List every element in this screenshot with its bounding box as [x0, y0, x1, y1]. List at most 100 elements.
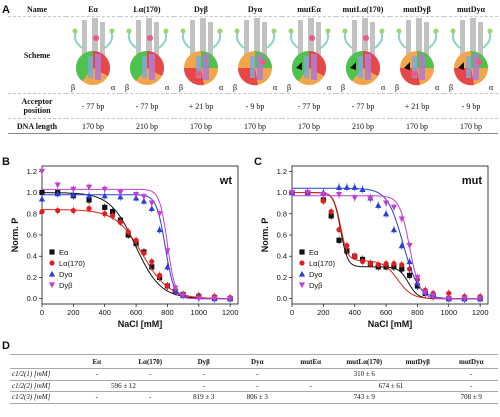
data-point — [39, 209, 45, 215]
histone-tail-left — [190, 20, 195, 58]
mutation-marker — [350, 62, 356, 70]
legend-label: Dyβ — [309, 281, 323, 290]
beta-label: β — [179, 83, 183, 92]
legend-label: Dyβ — [59, 281, 73, 290]
acceptor-cell: + 21 bp — [174, 93, 228, 119]
data-point — [422, 289, 429, 296]
data-point — [406, 258, 413, 265]
data-point — [39, 189, 45, 196]
donor-dye-right — [217, 28, 223, 34]
data-point — [86, 205, 92, 212]
data-point — [406, 243, 413, 249]
y-axis-label: Norm. P — [260, 218, 270, 253]
x-tick-label: 1000 — [190, 308, 207, 317]
data-point — [148, 200, 155, 207]
donor-dye-left — [342, 28, 348, 34]
h4-subunit — [358, 56, 363, 78]
construct-name: mutDyβ — [390, 2, 444, 17]
data-point — [375, 202, 382, 208]
dna-arm-right — [374, 31, 384, 49]
panel-label-a: A — [2, 4, 10, 16]
table-cell: - — [70, 391, 124, 404]
legend-marker — [298, 282, 306, 289]
half-salt-table: Eα Lα(170) Dyβ Dyα mutEα mutLα(170) mutD… — [10, 354, 498, 404]
data-point — [398, 216, 405, 223]
table-cell: - — [444, 368, 498, 381]
dna-length-cell: 170 bp — [228, 118, 282, 134]
data-point — [352, 253, 358, 259]
acceptor-cell: - 77 bp — [336, 93, 390, 119]
dna-arm-left — [235, 31, 245, 49]
y-tick-label: 0.2 — [27, 273, 37, 282]
histone-tail-right — [154, 22, 159, 56]
data-point — [430, 292, 437, 299]
histone-tail-right — [424, 22, 429, 56]
y-tick-label: 0.0 — [27, 294, 37, 303]
data-point — [477, 296, 484, 302]
table-header-row: Eα Lα(170) Dyβ Dyα mutEα mutLα(170) mutD… — [10, 354, 498, 369]
legend-marker — [49, 260, 55, 266]
alpha-label: α — [273, 83, 278, 92]
h4-subunit — [412, 56, 417, 78]
donor-dye-right — [325, 28, 331, 34]
y-tick-label: 1.2 — [277, 167, 287, 176]
y-tick-label: 1.2 — [27, 167, 37, 176]
data-point — [38, 168, 46, 175]
dna-length-cell: 170 bp — [444, 118, 498, 134]
table-cell: 310 ± 6 — [284, 368, 445, 381]
chart-wt: 0 200 400 600 800 1000 1200 0.0 0.2 0.4 0.6 0.8 1.0 1… — [10, 165, 239, 329]
alpha-label: α — [489, 83, 494, 92]
table-cell: 743 ± 9 — [284, 391, 445, 404]
acceptor-row: Acceptor position - 77 bp - 77 bp + 21 b… — [8, 93, 498, 119]
histone-tail-left — [136, 20, 141, 58]
data-point — [336, 227, 342, 233]
alpha-label: α — [219, 83, 224, 92]
acceptor-cell: - 9 bp — [228, 93, 282, 119]
y-tick-label: 1.0 — [27, 188, 37, 197]
table-row: c1/2(1) [mM] - - - - 310 ± 6 - — [10, 368, 498, 381]
data-point — [101, 186, 108, 193]
dna-length-header: DNA length — [8, 118, 66, 134]
data-point — [382, 200, 390, 207]
acceptor-dye — [309, 35, 315, 41]
h3-subunit — [419, 54, 425, 80]
dna-arm-left — [127, 31, 137, 49]
x-axis-label: NaCl [mM] — [118, 319, 163, 329]
histone-tail-left — [82, 20, 87, 58]
construct-name: mutLα(170) — [336, 2, 390, 17]
chart-mut: 0 200 400 600 800 1000 1200 0.0 0.2 0.4 0.6 0.8 1.0 1… — [260, 165, 489, 329]
histone-tail-right — [316, 22, 321, 56]
table-cell: - — [123, 368, 177, 381]
x-tick-label: 800 — [411, 308, 424, 317]
data-point — [382, 210, 390, 217]
data-point — [70, 191, 77, 198]
data-point — [359, 258, 366, 265]
data-point — [140, 194, 148, 200]
donor-dye-left — [288, 28, 294, 34]
y-tick-label: 1.0 — [277, 188, 287, 197]
data-point — [407, 272, 413, 278]
data-point — [383, 261, 389, 267]
y-tick-label: 0.4 — [277, 252, 287, 261]
h3-subunit — [311, 54, 317, 80]
data-point — [141, 250, 147, 256]
column-header: Lα(170) — [123, 354, 177, 369]
data-point — [320, 198, 326, 204]
donor-dye-left — [234, 28, 240, 34]
series-3: Dyβ — [38, 167, 234, 303]
donor-dye-left — [450, 28, 456, 34]
data-point — [156, 211, 163, 217]
histone-tail-right — [262, 22, 267, 56]
dna-length-cell: 170 bp — [66, 118, 120, 134]
table-cell: 674 ± 61 — [337, 380, 445, 392]
chart-title: wt — [219, 175, 233, 187]
acceptor-dye — [93, 35, 99, 41]
data-point — [446, 290, 452, 296]
x-tick-label: 0 — [290, 308, 294, 317]
alpha-label: α — [435, 83, 440, 92]
data-point — [390, 204, 398, 211]
